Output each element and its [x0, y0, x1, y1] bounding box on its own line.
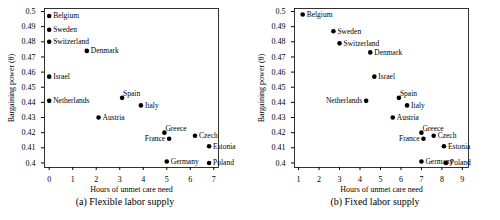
svg-text:4: 4 — [358, 175, 362, 184]
svg-text:0.49: 0.49 — [272, 22, 286, 31]
svg-text:0.41: 0.41 — [272, 143, 286, 152]
svg-text:Germany: Germany — [171, 157, 199, 166]
svg-text:1: 1 — [71, 175, 75, 184]
svg-text:9: 9 — [460, 175, 464, 184]
svg-text:5: 5 — [165, 175, 169, 184]
svg-text:Hours of unmet care need: Hours of unmet care need — [340, 185, 423, 194]
svg-text:0.4: 0.4 — [26, 159, 36, 168]
svg-text:1: 1 — [297, 175, 301, 184]
svg-text:2: 2 — [94, 175, 98, 184]
svg-text:Israel: Israel — [53, 72, 70, 81]
svg-text:6: 6 — [399, 175, 403, 184]
svg-text:0.43: 0.43 — [272, 113, 286, 122]
svg-text:0.41: 0.41 — [22, 143, 36, 152]
svg-text:3: 3 — [338, 175, 342, 184]
svg-text:0.48: 0.48 — [272, 37, 286, 46]
svg-text:0.4: 0.4 — [276, 159, 286, 168]
svg-text:0.47: 0.47 — [22, 53, 36, 62]
svg-text:Netherlands: Netherlands — [326, 96, 362, 105]
svg-text:7: 7 — [419, 175, 423, 184]
html-text:(b) Fixed labor supply: (b) Fixed labor supply — [330, 196, 420, 207]
svg-text:Sweden: Sweden — [53, 25, 77, 34]
svg-text:Sweden: Sweden — [337, 27, 361, 36]
svg-text:4: 4 — [141, 175, 145, 184]
svg-text:Italy: Italy — [411, 101, 425, 110]
svg-text:0.46: 0.46 — [22, 68, 36, 77]
svg-text:Greece: Greece — [165, 124, 187, 133]
svg-text:Denmark: Denmark — [91, 46, 119, 55]
svg-text:Denmark: Denmark — [374, 48, 402, 57]
svg-text:France: France — [399, 134, 420, 143]
svg-text:France: France — [145, 134, 166, 143]
svg-text:Czech: Czech — [199, 131, 218, 140]
svg-text:Italy: Italy — [145, 101, 159, 110]
svg-text:Spain: Spain — [123, 89, 140, 98]
svg-text:0.5: 0.5 — [276, 7, 286, 16]
svg-text:0.49: 0.49 — [22, 22, 36, 31]
svg-text:0.5: 0.5 — [26, 7, 36, 16]
svg-text:Austria: Austria — [397, 113, 420, 122]
svg-text:0.45: 0.45 — [22, 83, 36, 92]
svg-text:0.46: 0.46 — [272, 68, 286, 77]
svg-text:Bargaining power (θ): Bargaining power (θ) — [257, 53, 266, 122]
svg-text:0: 0 — [47, 175, 51, 184]
svg-text:Bargaining power (θ): Bargaining power (θ) — [7, 53, 16, 122]
svg-text:0.42: 0.42 — [22, 128, 36, 137]
svg-text:6: 6 — [188, 175, 192, 184]
svg-text:7: 7 — [212, 175, 216, 184]
svg-text:Poland: Poland — [213, 158, 234, 167]
svg-text:2: 2 — [317, 175, 321, 184]
svg-text:Germany: Germany — [425, 156, 454, 166]
svg-text:0.44: 0.44 — [272, 98, 286, 107]
svg-text:0.47: 0.47 — [272, 53, 286, 62]
svg-text:0.45: 0.45 — [272, 83, 286, 92]
svg-text:Austria: Austria — [103, 113, 126, 122]
svg-text:0.44: 0.44 — [22, 98, 36, 107]
svg-text:0.48: 0.48 — [22, 37, 36, 46]
svg-text:Belgium: Belgium — [307, 10, 333, 19]
svg-text:Greece: Greece — [422, 124, 444, 133]
svg-text:Switzerland: Switzerland — [53, 37, 89, 46]
svg-text:0.42: 0.42 — [272, 128, 286, 137]
svg-text:5: 5 — [378, 175, 382, 184]
html-text:(a) Flexible labor supply: (a) Flexible labor supply — [75, 196, 175, 207]
svg-text:Spain: Spain — [400, 89, 417, 98]
svg-text:Netherlands: Netherlands — [53, 96, 89, 105]
svg-text:Israel: Israel — [378, 72, 395, 81]
svg-text:Poland: Poland — [450, 158, 471, 167]
svg-text:Hours of unmet care need: Hours of unmet care need — [90, 185, 173, 194]
svg-text:Estonia: Estonia — [448, 142, 471, 151]
svg-text:Switzerland: Switzerland — [344, 39, 380, 48]
svg-text:0.43: 0.43 — [22, 113, 36, 122]
svg-text:Czech: Czech — [437, 131, 457, 141]
svg-text:3: 3 — [118, 175, 122, 184]
svg-text:Belgium: Belgium — [53, 11, 79, 20]
svg-text:Estonia: Estonia — [213, 142, 236, 151]
svg-text:8: 8 — [440, 175, 444, 184]
